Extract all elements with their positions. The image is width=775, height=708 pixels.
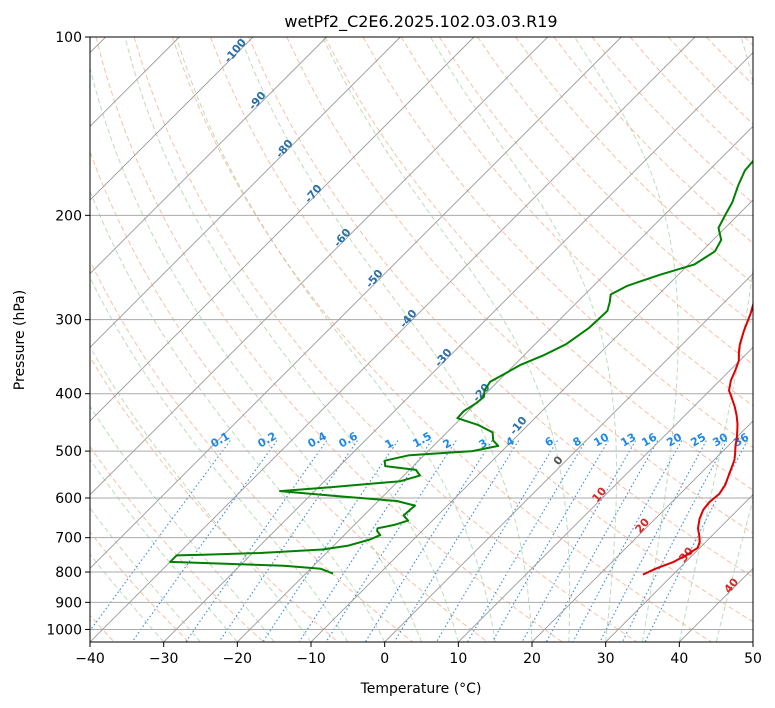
moist-adiabat <box>90 458 238 642</box>
pressure-gridlines <box>90 37 753 630</box>
mixing-ratio-line <box>131 440 278 642</box>
moist-adiabat <box>90 405 275 642</box>
isotherm <box>458 346 753 642</box>
moist-adiabat <box>322 37 571 642</box>
dry-adiabat <box>90 445 264 642</box>
y-tick-label: 1000 <box>46 622 82 638</box>
x-tick-label: −30 <box>149 651 179 667</box>
moist-adiabat <box>752 640 753 642</box>
y-tick-label: 600 <box>55 491 82 507</box>
y-tick-label: 900 <box>55 595 82 611</box>
x-tick-label: −20 <box>223 651 253 667</box>
moist-adiabat <box>90 65 422 642</box>
isotherm <box>90 37 401 348</box>
mixing-ratio-line <box>467 440 587 642</box>
x-tick-label: −40 <box>75 651 105 667</box>
plot-frame <box>89 36 754 643</box>
isotherm <box>531 420 753 642</box>
mixing-ratio-line <box>364 440 493 642</box>
y-tick-label: 700 <box>55 531 82 547</box>
y-axis-ticks: 100 200 300 400 500 600 700 800 900 1000 <box>46 30 90 638</box>
dry-adiabat <box>90 259 414 642</box>
y-tick-label: 200 <box>55 208 82 224</box>
isotherm <box>752 641 753 642</box>
y-tick-label: 800 <box>55 565 82 581</box>
isotherm <box>90 37 327 275</box>
dry-adiabat <box>515 37 753 284</box>
skewed-isotherms <box>90 37 753 642</box>
mixing-ratio-line <box>435 440 558 642</box>
moist-adiabat <box>175 37 496 642</box>
x-tick-label: 0 <box>380 651 389 667</box>
isotherm <box>384 273 753 642</box>
x-tick-label: −10 <box>296 651 326 667</box>
dry-adiabat <box>90 150 488 642</box>
isotherm <box>90 37 696 642</box>
dry-adiabat <box>248 37 753 578</box>
dry-adiabat <box>133 37 638 642</box>
dry-adiabats <box>90 37 753 642</box>
x-axis-ticks: −40 −30 −20 −10 0 10 20 30 40 50 <box>75 642 762 667</box>
x-tick-label: 30 <box>597 651 615 667</box>
mixing-ratio-line <box>185 440 328 642</box>
isotherm <box>310 199 753 642</box>
dry-adiabat <box>286 37 753 534</box>
mixing-ratio-line <box>90 440 231 632</box>
y-tick-label: 500 <box>55 444 82 460</box>
dry-adiabat <box>477 37 753 325</box>
chart-title: wetPf2_C2E6.2025.102.03.03.R19 <box>284 12 557 32</box>
x-tick-label: 20 <box>523 651 541 667</box>
plot-area: -100-90-80-70-60-50-40-30-20-10010203040… <box>90 37 753 642</box>
mixing-ratio-line <box>572 440 683 642</box>
isotherm <box>90 37 622 569</box>
moist-adiabat <box>430 37 617 642</box>
x-tick-label: 40 <box>670 651 688 667</box>
isotherm <box>163 52 753 642</box>
dry-adiabat <box>362 37 753 449</box>
profile-series <box>169 159 753 576</box>
dry-adiabat <box>438 37 753 366</box>
dry-adiabat <box>95 37 563 642</box>
y-axis-label: Pressure (hPa) <box>12 290 28 390</box>
mixing-ratio-line <box>491 440 609 642</box>
x-tick-label: 50 <box>744 651 762 667</box>
dry-adiabat <box>324 37 753 491</box>
isotherm <box>605 494 753 642</box>
moist-adiabat <box>715 498 753 642</box>
temperature-line <box>642 301 753 576</box>
moist-adiabat <box>239 37 533 642</box>
isotherm <box>90 37 475 422</box>
x-axis-label: Temperature (°C) <box>360 681 482 697</box>
x-tick-label: 10 <box>449 651 467 667</box>
mixing-ratio-line <box>545 440 659 642</box>
isotherm <box>90 37 254 201</box>
moist-adiabat <box>124 37 459 642</box>
moist-adiabat <box>574 37 679 642</box>
y-tick-label: 300 <box>55 313 82 329</box>
isotherm <box>237 125 753 642</box>
mixing-ratio-line <box>599 440 707 642</box>
dry-adiabat <box>90 531 190 642</box>
mixing-ratio-line <box>262 440 399 642</box>
y-tick-label: 400 <box>55 387 82 403</box>
dry-adiabat <box>210 37 753 623</box>
moist-adiabat <box>90 276 349 642</box>
y-tick-label: 100 <box>55 30 82 46</box>
mixing-ratio-line <box>621 440 728 642</box>
dewpoint-line <box>169 159 753 575</box>
dry-adiabat <box>171 37 712 642</box>
isotherm <box>90 37 548 496</box>
dry-adiabat <box>400 37 753 407</box>
